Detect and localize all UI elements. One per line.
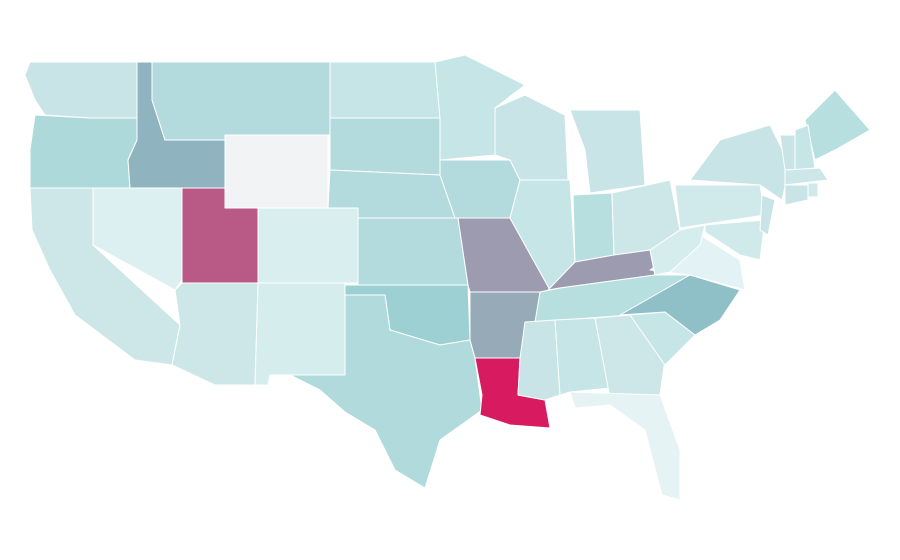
state xyxy=(594,314,666,399)
state xyxy=(29,114,138,189)
state xyxy=(784,184,809,206)
state xyxy=(517,319,561,401)
state xyxy=(572,192,615,263)
states xyxy=(24,54,871,501)
state xyxy=(804,89,871,161)
state xyxy=(289,294,483,489)
state xyxy=(92,187,183,291)
state xyxy=(569,391,681,501)
state xyxy=(329,117,441,176)
state xyxy=(784,167,829,186)
state xyxy=(357,217,469,286)
state xyxy=(759,194,776,236)
state xyxy=(554,317,611,396)
state xyxy=(254,282,346,386)
state xyxy=(224,134,329,209)
state xyxy=(439,159,521,219)
state xyxy=(649,224,706,276)
state xyxy=(257,207,359,284)
state xyxy=(151,61,331,141)
state xyxy=(569,109,646,194)
state xyxy=(704,219,766,261)
state xyxy=(329,61,441,119)
state xyxy=(807,182,819,198)
state xyxy=(171,282,259,386)
state xyxy=(24,61,138,119)
